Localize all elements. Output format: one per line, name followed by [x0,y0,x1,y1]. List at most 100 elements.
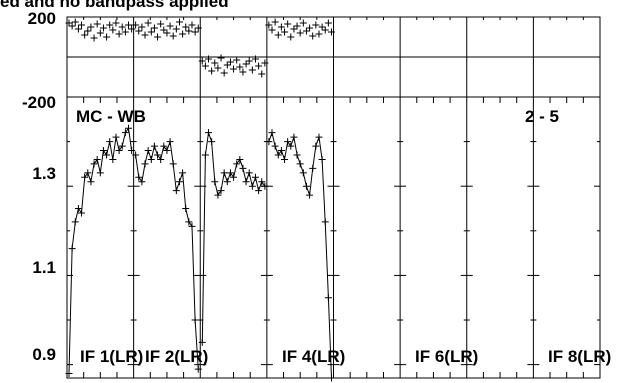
phase-point [185,27,193,35]
amp-point [118,142,126,150]
phase-point [87,23,95,31]
amp-point [78,209,86,217]
amp-point [324,294,332,302]
phase-point [312,21,320,29]
phase-point [179,30,187,38]
amp-tick-label-0-9: 0.9 [32,345,56,364]
amp-point [296,160,304,168]
phase-point [201,62,209,70]
phase-point [287,33,295,41]
amp-point [81,173,89,181]
amp-point [166,138,174,146]
phase-point [84,27,92,35]
amp-series-line [68,126,133,374]
amp-point [172,187,180,195]
amp-point [255,187,263,195]
amp-point [245,169,253,177]
phase-point [71,18,79,26]
amp-point [198,338,206,346]
phase-point [309,32,317,40]
phase-point [265,21,273,29]
amp-point [248,182,256,190]
amp-point [271,142,279,150]
phase-point [205,55,213,63]
amp-point [188,222,196,230]
amp-point [194,365,202,373]
phase-point [132,21,140,29]
amp-point [236,155,244,163]
stokes-label: 2 - 5 [525,107,559,126]
phase-point [242,60,250,68]
amp-point [169,160,177,168]
phase-point [239,68,247,76]
phase-point [318,23,326,31]
amp-point [205,129,213,137]
phase-point [226,58,234,66]
amp-point [251,173,259,181]
amp-point [175,178,183,186]
phase-point [90,34,98,42]
amp-point [293,151,301,159]
amp-point [191,316,199,324]
phase-point [106,21,114,29]
amp-point [84,169,92,177]
phase-point [299,19,307,27]
phase-point [172,25,180,33]
phase-point [293,22,301,30]
phase-point [198,57,206,65]
phase-point [150,24,158,32]
amp-point [230,173,238,181]
amp-point [208,138,216,146]
phase-point [236,63,244,71]
phase-point [78,21,86,29]
phase-point [290,25,298,33]
phase-point [65,19,73,27]
phase-point [274,31,282,39]
phase-point [261,59,269,67]
phase-point [68,22,76,30]
phase-point [141,31,149,39]
phase-point [135,27,143,35]
phase-point [121,28,129,36]
phase-point [138,23,146,31]
amp-point [223,178,231,186]
amp-point [281,155,289,163]
amp-point [318,155,326,163]
phase-point [166,22,174,30]
phase-point [277,23,285,31]
if-label-2: IF 2(LR) [145,347,208,366]
amp-point [157,155,165,163]
phase-tick-label-top: 200 [28,9,56,28]
amp-point [268,129,276,137]
amp-point [112,133,120,141]
amp-point [284,138,292,146]
phase-point [112,19,120,27]
phase-point [296,29,304,37]
amp-point [121,129,129,137]
phase-point [188,21,196,29]
phase-point [191,28,199,36]
amp-point [302,182,310,190]
amp-point [261,182,269,190]
phase-point [103,33,111,41]
amp-point [115,147,123,155]
amp-point [71,218,79,226]
amp-point [185,218,193,226]
phase-point [245,57,253,65]
phase-point [258,70,266,78]
phase-point [271,18,279,26]
amp-point [233,160,241,168]
amp-point [214,191,222,199]
phase-point [175,18,183,26]
phase-point [157,20,165,28]
amp-series-line [135,141,199,370]
amp-point [265,138,273,146]
chart-title: ed and no bandpass applied [0,0,229,11]
phase-point [284,20,292,28]
amp-point [87,178,95,186]
amp-point [90,160,98,168]
amp-point [163,147,171,155]
phase-point [194,24,202,32]
amp-point [239,164,247,172]
